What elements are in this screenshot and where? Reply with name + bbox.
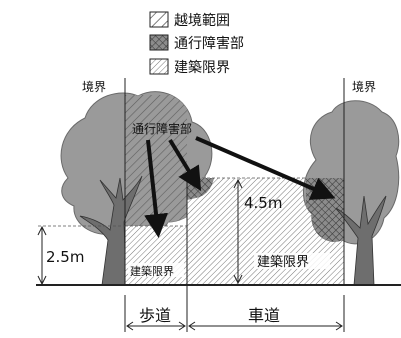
height-road-dimension: 4.5m [233, 178, 282, 285]
legend-item-overhang: 越境範囲 [149, 11, 230, 29]
width-dimension: 歩道 車道 [124, 295, 345, 332]
boundary-label-right: 境界 [352, 79, 376, 94]
sidewalk-label: 歩道 [139, 306, 171, 325]
legend-label-overhang: 越境範囲 [174, 12, 230, 29]
height-sidewalk-dimension: 2.5m [37, 225, 125, 286]
left-tree-trunk [79, 175, 143, 286]
obstruction-arrows [144, 136, 336, 238]
legend: 越境範囲 通行障害部 建築限界 [149, 11, 244, 76]
road-clearance-label-bg [254, 253, 330, 269]
left-tree [60, 91, 213, 286]
obstruction-label: 通行障害部 [132, 121, 192, 136]
legend-item-clearance: 建築限界 [149, 58, 230, 76]
arrow-to-road-left [168, 138, 202, 192]
height-road-label: 4.5m [244, 194, 282, 212]
overhang-swatch [149, 11, 169, 28]
right-tree-trunk [335, 195, 387, 286]
height-road-arrow-bottom [233, 274, 243, 285]
road-clearance-label: 建築限界 [257, 255, 309, 270]
height-sidewalk-arrow-bottom [37, 275, 47, 286]
height-road-arrow-top [233, 178, 243, 189]
arrow-to-sidewalk [144, 139, 168, 238]
boundary-label-left: 境界 [82, 79, 106, 94]
legend-label-clearance: 建築限界 [174, 60, 230, 76]
right-tree [302, 100, 400, 286]
sidewalk-clearance-label-bg [128, 263, 184, 277]
height-sidewalk-arrow-top [37, 225, 47, 236]
arrow-to-right-tree [195, 136, 336, 200]
sidewalk-clearance-label: 建築限界 [130, 264, 174, 278]
clearance-swatch [149, 58, 169, 75]
legend-label-obstruction: 通行障害部 [174, 36, 244, 52]
obstruction-swatch [149, 34, 169, 51]
roadway-label: 車道 [248, 306, 280, 325]
left-obstruction-area [125, 95, 187, 240]
height-sidewalk-label: 2.5m [46, 248, 84, 266]
legend-item-obstruction: 通行障害部 [149, 34, 244, 52]
